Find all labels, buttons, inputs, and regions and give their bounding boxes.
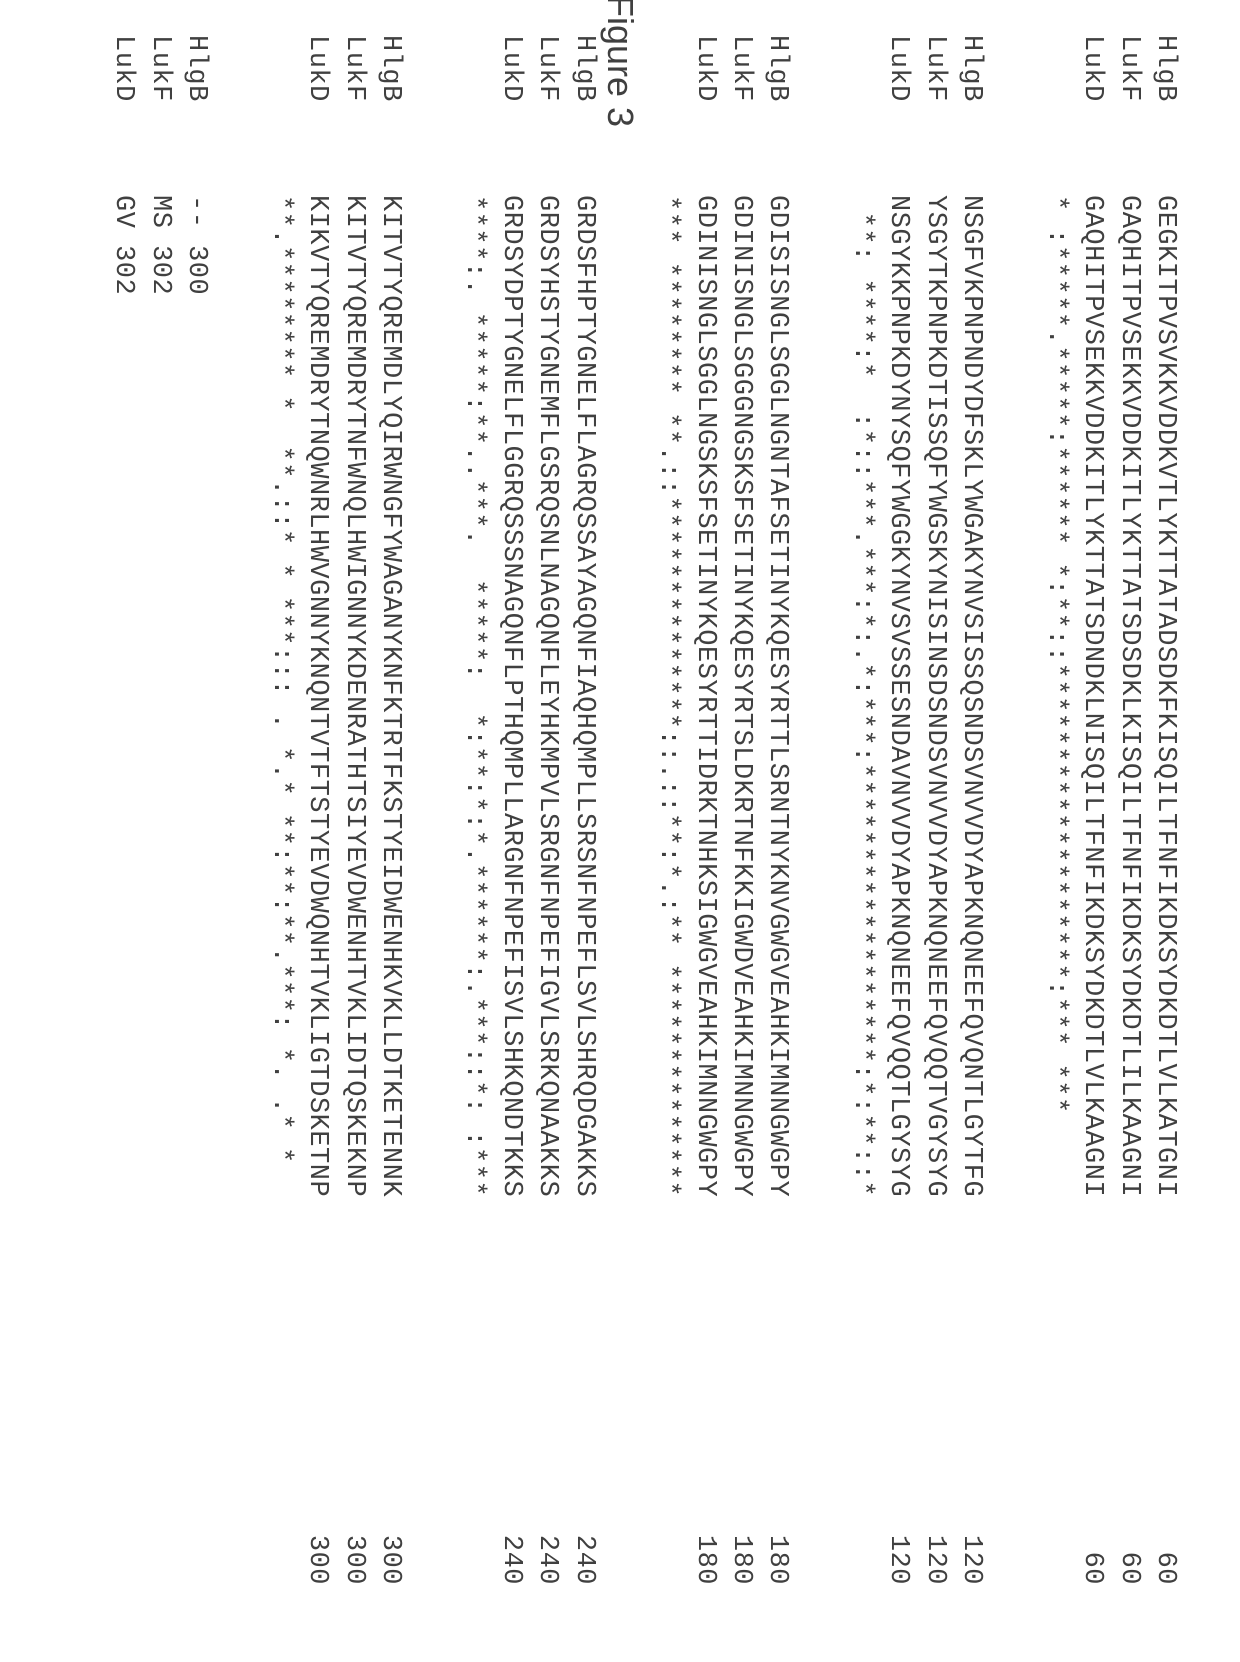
- sequence-position: 180: [686, 1495, 722, 1585]
- alignment-row: HlgBGEGKITPVSVKKVDDKVTLYKTTATADSDKFKISQI…: [1147, 35, 1183, 1585]
- sequence-position: 300: [372, 1495, 408, 1585]
- sequence-residues: NSGFVKPNPNDYDFSKLYWGAKYNVSISSQSNDSVNVVDY…: [953, 195, 989, 1495]
- sequence-residues: -- 300: [178, 195, 214, 1495]
- alignment-row: HlgBNSGFVKPNPNDYDFSKLYWGAKYNVSISSQSNDSVN…: [953, 35, 989, 1585]
- sequence-residues: GRDSYDPTYGNELFLGGRQSSSNAGQNFLPTHQMPLLARG…: [492, 195, 528, 1495]
- sequence-residues: YSGYTKPNPKDTISSQFYWGSKYNISINSDSNDSVNVVDY…: [916, 195, 952, 1495]
- sequence-name: LukD: [686, 35, 722, 195]
- sequence-position: 180: [723, 1495, 759, 1585]
- sequence-residues: *** ******** **.::**************::.::**:…: [650, 195, 686, 1495]
- alignment-block: HlgBGDISISNGLSGGLNGNTAFSETINYKQESYRTTLSR…: [650, 35, 796, 1585]
- sequence-residues: GV 302: [105, 195, 141, 1495]
- sequence-position: 180: [759, 1495, 795, 1585]
- alignment-row: HlgB-- 300: [178, 35, 214, 1585]
- sequence-name: HlgB: [953, 35, 989, 195]
- sequence-name: LukF: [723, 35, 759, 195]
- alignment-row: **: ****:* :*::***.***:*:.*:***:********…: [844, 35, 880, 1585]
- sequence-name: LukF: [1110, 35, 1146, 195]
- alignment-row: HlgBGDISISNGLSGGLNGNTAFSETINYKQESYRTTLSR…: [759, 35, 795, 1585]
- alignment-block: HlgBNSGFVKPNPNDYDFSKLYWGAKYNVSISSQSNDSVN…: [844, 35, 990, 1585]
- sequence-name: HlgB: [565, 35, 601, 195]
- sequence-residues: GRDSYHSTYGNEMFLGSRQSNLNAGQNFLEYHKMPVLSRG…: [529, 195, 565, 1495]
- alignment-block: HlgBKITVTYQREMDLYQIRWNGFYWAGANYKNFKTRTFK…: [262, 35, 408, 1585]
- alignment-row: **.******** * **.::* * ***::: . *.* **:*…: [262, 35, 298, 1585]
- alignment-row: HlgBKITVTYQREMDLYQIRWNGFYWAGANYKNFKTRTFK…: [372, 35, 408, 1585]
- sequence-name: HlgB: [372, 35, 408, 195]
- sequence-residues: **: ****:* :*::***.***:*:.*:***:********…: [844, 195, 880, 1495]
- sequence-alignment: HlgBGEGKITPVSVKKVDDKVTLYKTTATADSDKFKISQI…: [57, 35, 1183, 1585]
- alignment-block: HlgBGEGKITPVSVKKVDDKVTLYKTTATADSDKFKISQI…: [1037, 35, 1183, 1585]
- sequence-position: 120: [953, 1495, 989, 1585]
- alignment-row: LukDKIKVTYQREMDRYTNQWNRLHWVGNNYKNQNTVTFT…: [299, 35, 335, 1585]
- sequence-residues: GDINISNGLSGGLNGSKSFSETINYKQESYRTTIDRKTNH…: [686, 195, 722, 1495]
- alignment-block: HlgB-- 300LukFMS 302LukDGV 302: [105, 35, 214, 1585]
- alignment-row: LukFGDINISNGLSGGGNGSKSFSETINYKQESYRTSLDK…: [723, 35, 759, 1585]
- sequence-position: 60: [1110, 1495, 1146, 1585]
- alignment-row: *** ******** **.::**************::.::**:…: [650, 35, 686, 1585]
- alignment-row: LukDNSGYKKPNPKDYNYSQFYWGGKYNVSVSSESNDAVN…: [880, 35, 916, 1585]
- sequence-residues: KITVTYQREMDRYTNFWNQLHWIGNNYKDENRATHTSIYE…: [335, 195, 371, 1495]
- sequence-name: LukD: [492, 35, 528, 195]
- sequence-residues: GAQHITPVSEKKVDDKITLYKTTATSDNDKLNISQILTFN…: [1074, 195, 1110, 1495]
- sequence-name: LukF: [141, 35, 177, 195]
- sequence-name: LukD: [105, 35, 141, 195]
- sequence-position: 240: [492, 1495, 528, 1585]
- sequence-residues: GAQHITPVSEKKVDDKITLYKTTATSDSDKLKISQILTFN…: [1110, 195, 1146, 1495]
- alignment-row: LukFGRDSYHSTYGNEMFLGSRQSNLNAGQNFLEYHKMPV…: [529, 35, 565, 1585]
- alignment-row: HlgBGRDSFHPTYGNELFLAGRQSSAYAGQNFIAQHQMPL…: [565, 35, 601, 1585]
- sequence-residues: GEGKITPVSVKKVDDKVTLYKTTATADSDKFKISQILTFN…: [1147, 195, 1183, 1495]
- alignment-row: LukFGAQHITPVSEKKVDDKITLYKTTATSDSDKLKISQI…: [1110, 35, 1146, 1585]
- alignment-row: ****:. *****:**..***. *****: *:**:*:*.**…: [456, 35, 492, 1585]
- sequence-position: 300: [335, 1495, 371, 1585]
- alignment-row: LukDGDINISNGLSGGLNGSKSFSETINYKQESYRTTIDR…: [686, 35, 722, 1585]
- sequence-residues: ****:. *****:**..***. *****: *:**:*:*.**…: [456, 195, 492, 1495]
- sequence-position: 60: [1074, 1495, 1110, 1585]
- alignment-row: LukDGAQHITPVSEKKVDDKITLYKTTATSDNDKLNISQI…: [1074, 35, 1110, 1585]
- sequence-residues: GDISISNGLSGGLNGNTAFSETINYKQESYRTTLSRNTNY…: [759, 195, 795, 1495]
- sequence-position: 300: [299, 1495, 335, 1585]
- sequence-position: 120: [916, 1495, 952, 1585]
- sequence-position: 60: [1147, 1495, 1183, 1585]
- sequence-name: HlgB: [178, 35, 214, 195]
- sequence-name: LukD: [880, 35, 916, 195]
- sequence-name: HlgB: [759, 35, 795, 195]
- sequence-position: 240: [529, 1495, 565, 1585]
- sequence-position: 120: [880, 1495, 916, 1585]
- sequence-name: LukD: [1074, 35, 1110, 195]
- alignment-row: LukDGRDSYDPTYGNELFLGGRQSSSNAGQNFLPTHQMPL…: [492, 35, 528, 1585]
- sequence-name: HlgB: [1147, 35, 1183, 195]
- alignment-row: LukFKITVTYQREMDRYTNFWNQLHWIGNNYKDENRATHT…: [335, 35, 371, 1585]
- sequence-name: LukF: [529, 35, 565, 195]
- sequence-residues: NSGYKKPNPKDYNYSQFYWGGKYNVSVSSESNDAVNVVDY…: [880, 195, 916, 1495]
- sequence-name: LukF: [916, 35, 952, 195]
- alignment-row: LukFMS 302: [141, 35, 177, 1585]
- alignment-row: * :*****.*****:****** *:**::************…: [1037, 35, 1073, 1585]
- sequence-name: LukD: [299, 35, 335, 195]
- sequence-residues: * :*****.*****:****** *:**::************…: [1037, 195, 1073, 1495]
- sequence-residues: KITVTYQREMDLYQIRWNGFYWAGANYKNFKTRTFKSTYE…: [372, 195, 408, 1495]
- sequence-name: LukF: [335, 35, 371, 195]
- alignment-row: LukFYSGYTKPNPKDTISSQFYWGSKYNISINSDSNDSVN…: [916, 35, 952, 1585]
- sequence-position: 240: [565, 1495, 601, 1585]
- alignment-row: LukDGV 302: [105, 35, 141, 1585]
- sequence-residues: GDINISNGLSGGGNGSKSFSETINYKQESYRTSLDKRTNF…: [723, 195, 759, 1495]
- sequence-residues: KIKVTYQREMDRYTNQWNRLHWVGNNYKNQNTVTFTSTYE…: [299, 195, 335, 1495]
- sequence-residues: MS 302: [141, 195, 177, 1495]
- sequence-residues: **.******** * **.::* * ***::: . *.* **:*…: [262, 195, 298, 1495]
- sequence-residues: GRDSFHPTYGNELFLAGRQSSAYAGQNFIAQHQMPLLSRS…: [565, 195, 601, 1495]
- alignment-block: HlgBGRDSFHPTYGNELFLAGRQSSAYAGQNFIAQHQMPL…: [456, 35, 602, 1585]
